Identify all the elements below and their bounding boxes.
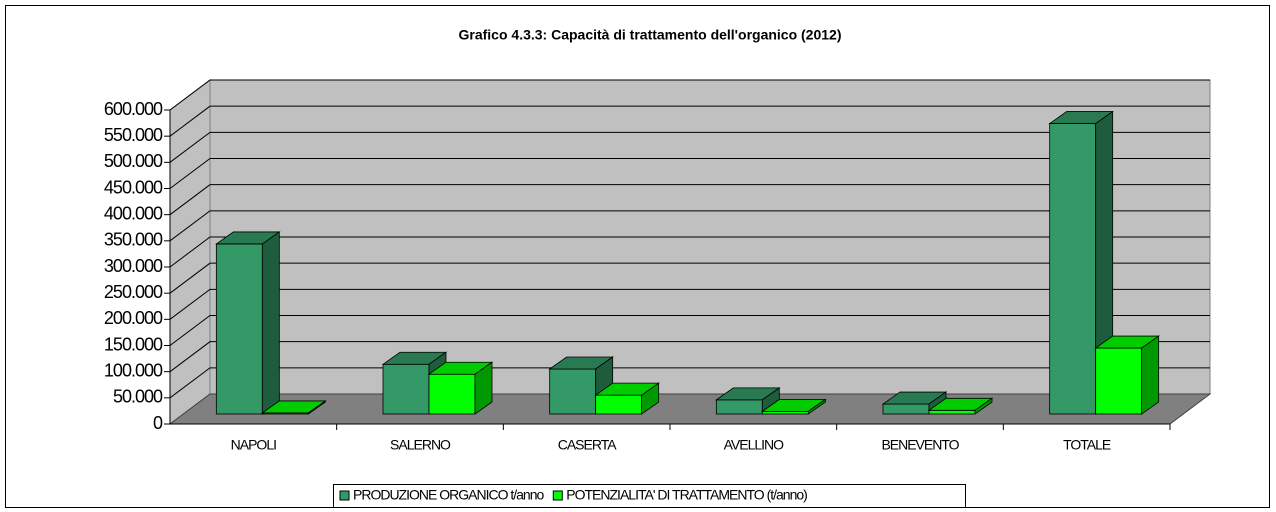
grid-line bbox=[169, 236, 1210, 268]
x-tick-label: CASERTA bbox=[558, 437, 617, 453]
bar bbox=[428, 373, 476, 415]
grid-line bbox=[169, 341, 1210, 373]
legend-label: POTENZIALITA' DI TRATTAMENTO (t/anno) bbox=[566, 487, 807, 503]
x-tick-label: BENEVENTO bbox=[881, 437, 959, 453]
y-tick-label: 250.000 bbox=[104, 282, 163, 302]
y-tick-label: 500.000 bbox=[104, 151, 163, 171]
grid-line bbox=[169, 210, 1210, 242]
bar bbox=[1095, 347, 1143, 415]
bar-side bbox=[1141, 335, 1160, 415]
grid-line bbox=[169, 184, 1210, 216]
bar-side bbox=[974, 397, 993, 415]
y-tick-label: 400.000 bbox=[104, 203, 163, 223]
bar bbox=[715, 399, 763, 415]
y-tick-label: 100.000 bbox=[104, 360, 163, 380]
bar bbox=[595, 394, 643, 415]
y-tick-label: 300.000 bbox=[104, 256, 163, 276]
bar-side bbox=[807, 398, 826, 415]
grid-line bbox=[169, 315, 1210, 346]
bar-side bbox=[307, 400, 326, 415]
bar-side bbox=[261, 231, 280, 415]
y-tick-label: 0 bbox=[153, 413, 163, 433]
bar bbox=[382, 363, 430, 415]
bar bbox=[549, 368, 597, 415]
legend-box bbox=[333, 484, 966, 508]
bar bbox=[1049, 123, 1097, 415]
legend-swatch bbox=[339, 490, 350, 501]
y-tick-label: 600.000 bbox=[104, 99, 163, 119]
y-tick-label: 50.000 bbox=[113, 387, 163, 407]
bar bbox=[215, 243, 263, 415]
y-tick-label: 450.000 bbox=[104, 177, 163, 197]
bar bbox=[928, 409, 976, 415]
legend-swatch bbox=[552, 490, 563, 501]
grid-line bbox=[169, 131, 1210, 163]
y-tick-label: 550.000 bbox=[104, 125, 163, 145]
grid-line bbox=[169, 262, 1210, 294]
legend-label: PRODUZIONE ORGANICO t/anno bbox=[353, 487, 544, 503]
x-tick-label: NAPOLI bbox=[231, 437, 276, 453]
chart-title: Grafico 4.3.3: Capacità di trattamento d… bbox=[459, 27, 842, 43]
grid-line bbox=[169, 158, 1210, 189]
bar-side bbox=[474, 361, 493, 415]
y-tick-label: 350.000 bbox=[104, 230, 163, 250]
x-tick-label: AVELLINO bbox=[724, 437, 785, 453]
x-tick-label: SALERNO bbox=[390, 437, 451, 453]
grid-line bbox=[169, 79, 1210, 111]
y-tick-label: 200.000 bbox=[104, 308, 163, 328]
grid-line bbox=[169, 105, 1210, 137]
grid-line bbox=[169, 367, 1210, 399]
x-tick-label: TOTALE bbox=[1063, 437, 1111, 453]
y-tick-label: 150.000 bbox=[104, 334, 163, 354]
bar-side bbox=[641, 382, 660, 415]
bar bbox=[882, 403, 930, 415]
grid-line bbox=[169, 288, 1210, 320]
